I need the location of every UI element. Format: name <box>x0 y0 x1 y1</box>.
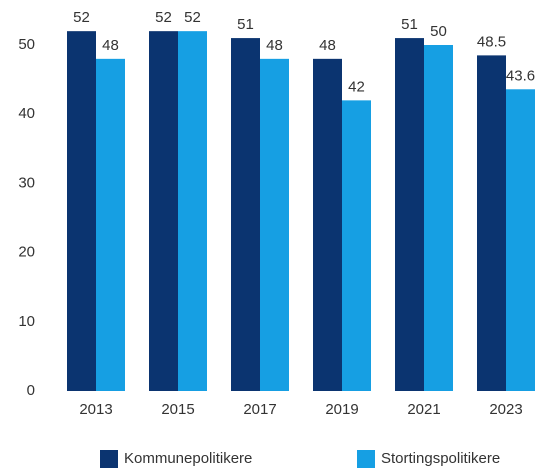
bar <box>477 55 506 391</box>
bar <box>96 58 125 392</box>
y-tick-label: 30 <box>18 174 35 191</box>
bar <box>395 38 424 392</box>
data-label: 48 <box>319 37 336 54</box>
data-label: 42 <box>348 78 365 95</box>
legend-swatch <box>357 450 375 468</box>
bar <box>178 31 207 391</box>
x-tick-label: 2019 <box>325 401 358 418</box>
x-tick-label: 2021 <box>407 401 440 418</box>
data-label: 52 <box>73 9 90 26</box>
data-label: 52 <box>184 9 201 26</box>
data-label: 48 <box>266 37 283 54</box>
data-label: 48.5 <box>477 33 506 50</box>
y-tick-label: 10 <box>18 313 35 330</box>
x-tick-label: 2023 <box>489 401 522 418</box>
y-tick-label: 20 <box>18 244 35 261</box>
data-label: 43.6 <box>506 67 535 84</box>
bar <box>506 89 535 392</box>
y-tick-label: 0 <box>27 382 35 399</box>
bar <box>260 58 289 392</box>
bar <box>342 100 371 392</box>
y-tick-label: 40 <box>18 105 35 122</box>
bar <box>313 58 342 392</box>
bar <box>424 45 453 391</box>
bar <box>67 31 96 391</box>
data-label: 48 <box>102 37 119 54</box>
x-tick-label: 2013 <box>79 401 112 418</box>
legend-swatch <box>100 450 118 468</box>
data-label: 51 <box>237 16 254 33</box>
x-tick-label: 2017 <box>243 401 276 418</box>
y-tick-label: 50 <box>18 36 35 53</box>
legend-label: Kommunepolitikere <box>124 450 252 467</box>
x-tick-label: 2015 <box>161 401 194 418</box>
data-label: 51 <box>401 16 418 33</box>
data-label: 50 <box>430 23 447 40</box>
bar <box>231 38 260 392</box>
bar <box>149 31 178 391</box>
data-label: 52 <box>155 9 172 26</box>
legend-label: Stortingspolitikere <box>381 450 500 467</box>
